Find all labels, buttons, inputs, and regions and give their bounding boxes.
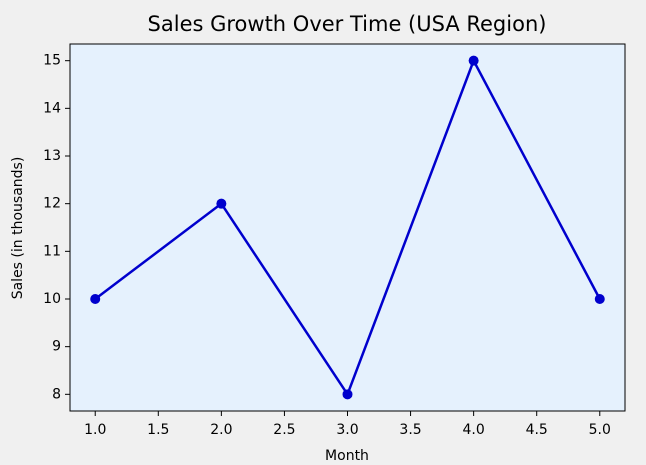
x-tick-label: 1.5 bbox=[147, 422, 169, 438]
x-tick-label: 2.5 bbox=[273, 422, 295, 438]
x-tick-label: 4.0 bbox=[463, 422, 485, 438]
y-tick-label: 10 bbox=[43, 291, 61, 307]
plot-area bbox=[69, 43, 626, 412]
y-axis-label: Sales (in thousands) bbox=[10, 157, 26, 300]
y-tick-label: 13 bbox=[43, 148, 61, 164]
x-tick-label: 2.0 bbox=[210, 422, 232, 438]
data-point bbox=[594, 293, 605, 304]
data-point bbox=[90, 293, 101, 304]
chart-title: Sales Growth Over Time (USA Region) bbox=[148, 12, 547, 36]
x-tick-label: 4.5 bbox=[526, 422, 548, 438]
y-tick-label: 9 bbox=[52, 339, 61, 355]
x-tick-label: 5.0 bbox=[589, 422, 611, 438]
y-tick-label: 8 bbox=[52, 386, 61, 402]
data-point bbox=[468, 55, 479, 66]
y-tick-label: 12 bbox=[43, 196, 61, 212]
y-tick-label: 11 bbox=[43, 243, 61, 259]
x-tick-label: 3.0 bbox=[336, 422, 358, 438]
x-axis-label: Month bbox=[325, 448, 369, 464]
y-tick-label: 15 bbox=[43, 53, 61, 69]
data-point bbox=[342, 389, 353, 400]
x-tick-label: 1.0 bbox=[84, 422, 106, 438]
data-point bbox=[216, 198, 227, 209]
x-tick-label: 3.5 bbox=[399, 422, 421, 438]
y-tick-label: 14 bbox=[43, 100, 61, 116]
